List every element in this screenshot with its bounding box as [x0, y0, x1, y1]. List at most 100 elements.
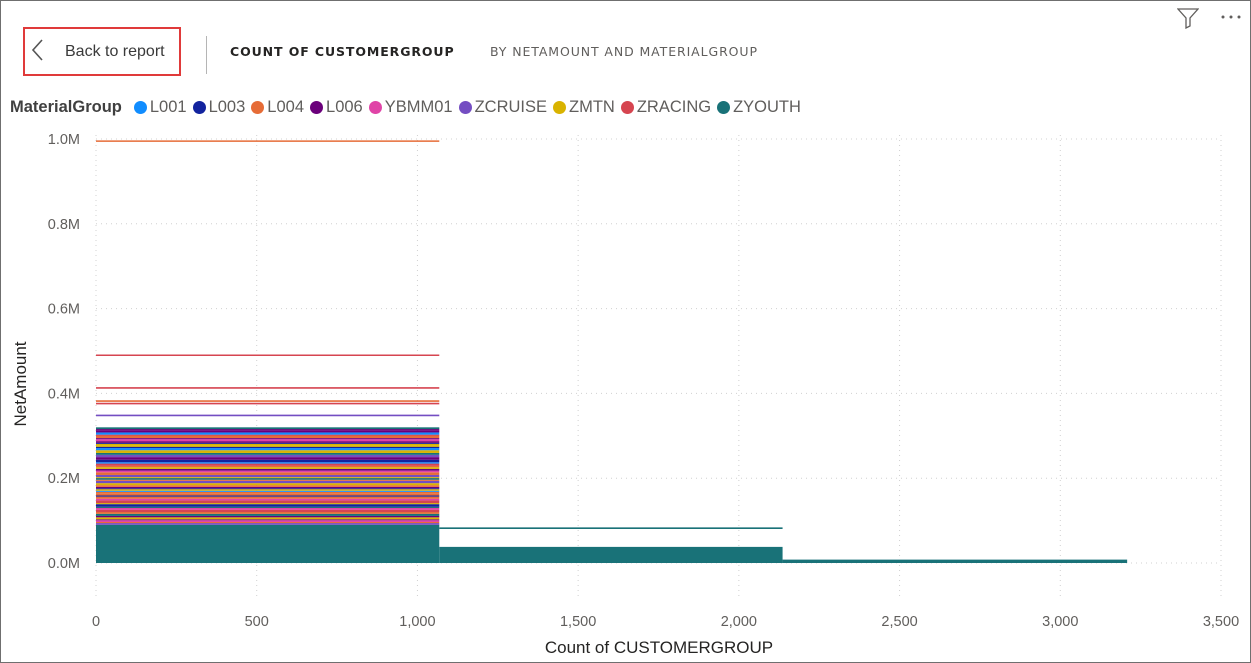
- legend-item-l004[interactable]: L004: [251, 98, 304, 117]
- legend-item-l003[interactable]: L003: [192, 97, 246, 117]
- segment-stripe: [96, 512, 440, 514]
- segment-stripe: [96, 503, 440, 505]
- back-to-report-button[interactable]: Back to report: [23, 27, 181, 76]
- segment-stripe: [96, 485, 440, 487]
- segment-stripe: [96, 427, 440, 430]
- segment-stripe: [96, 441, 440, 443]
- legend-item-zcruise[interactable]: ZCRUISE: [458, 97, 548, 117]
- segment-stripe: [96, 465, 440, 468]
- legend: MaterialGroup L001 L003 L004 L006 YBMM01 ZCRU…: [10, 96, 807, 118]
- segment-stripe: [96, 435, 440, 439]
- segment-stripe: [96, 500, 440, 504]
- segment-stripe: [96, 462, 440, 464]
- segment-stripe: [96, 468, 440, 471]
- x-tick-label: 1,500: [560, 614, 596, 630]
- segment-stripe: [96, 493, 440, 496]
- segment-stripe: [96, 427, 440, 429]
- legend-marker: [251, 100, 265, 114]
- segment-stripe: [96, 463, 440, 466]
- segment-stripe: [96, 513, 440, 516]
- segment-stripe: [96, 486, 440, 489]
- segment-stripe: [96, 446, 440, 449]
- segment-stripe: [96, 474, 440, 478]
- segment-base-band: [782, 559, 1128, 563]
- segment-stripe: [96, 450, 440, 452]
- segment-stripe: [96, 509, 440, 513]
- breadcrumb-axes: BY NETAMOUNT AND MATERIALGROUP: [490, 44, 758, 59]
- segment-stripe: [96, 517, 440, 520]
- segment-stripe: [96, 429, 440, 431]
- y-tick-label: 0.6M: [48, 302, 80, 318]
- segment-stripe: [96, 478, 440, 480]
- legend-marker: [192, 100, 206, 114]
- segment-stripe: [96, 488, 440, 490]
- segment-stripe: [96, 490, 440, 492]
- legend-marker: [458, 100, 472, 114]
- segment-stripe: [96, 491, 440, 494]
- back-label: Back to report: [65, 43, 165, 60]
- segment-stripe: [96, 451, 440, 453]
- segment-stripe: [96, 457, 440, 460]
- segment-stripe: [96, 448, 440, 451]
- legend-item-zyouth[interactable]: ZYOUTH: [717, 98, 801, 117]
- segment-stripe: [96, 438, 440, 440]
- legend-title: MaterialGroup: [10, 97, 122, 116]
- y-tick-label: 1.0M: [48, 132, 80, 148]
- legend-item-zracing[interactable]: ZRACING: [620, 97, 712, 117]
- legend-label: L004: [267, 97, 305, 116]
- segment-stripe: [96, 523, 440, 525]
- segment-stripe: [96, 442, 440, 444]
- x-tick-label: 3,500: [1203, 614, 1239, 630]
- y-axis-title: NetAmount: [11, 341, 30, 426]
- more-options-icon[interactable]: [1220, 14, 1242, 20]
- segment-stripe: [96, 498, 440, 501]
- legend-item-ybmm01[interactable]: YBMM01: [368, 98, 453, 117]
- header: Back to report COUNT OF CUSTOMERGROUP BY…: [0, 0, 1249, 90]
- x-tick-label: 500: [245, 614, 269, 630]
- segment-stripe: [96, 452, 440, 455]
- segment-stripe: [96, 521, 440, 524]
- legend-item-zmtn[interactable]: ZMTN: [553, 98, 615, 117]
- chevron-left-icon: [31, 39, 43, 61]
- segment-stripe: [96, 470, 440, 473]
- y-tick-label: 0.4M: [48, 386, 80, 402]
- legend-label: L003: [208, 97, 246, 116]
- y-tick-label: 0.2M: [48, 471, 80, 487]
- legend-label: ZRACING: [636, 97, 712, 116]
- segment-stripe: [96, 506, 440, 508]
- breadcrumb-measure: COUNT OF CUSTOMERGROUP: [230, 44, 455, 59]
- legend-label: ZCRUISE: [474, 97, 548, 116]
- segment-stripe: [96, 434, 440, 436]
- segment-base-band: [96, 524, 440, 563]
- x-tick-label: 1,000: [399, 614, 435, 630]
- segment-stripe: [96, 520, 440, 522]
- legend-marker: [553, 100, 567, 114]
- x-tick-label: 2,500: [881, 614, 917, 630]
- x-axis-title: Count of CUSTOMERGROUP: [545, 638, 773, 657]
- x-tick-label: 2,000: [721, 614, 757, 630]
- legend-marker: [368, 100, 382, 114]
- segment-stripe: [96, 480, 440, 484]
- segment-stripe: [96, 515, 440, 518]
- legend-marker: [620, 100, 634, 114]
- legend-label: ZYOUTH: [733, 97, 801, 116]
- segment-stripe: [96, 479, 440, 481]
- segment-stripe: [96, 443, 440, 446]
- y-tick-label: 0.0M: [48, 556, 80, 572]
- legend-marker: [717, 100, 731, 114]
- segment-stripe: [96, 477, 440, 479]
- segment-stripe: [96, 472, 440, 475]
- legend-label: L006: [326, 97, 363, 116]
- segment-stripe: [96, 430, 440, 433]
- filter-icon[interactable]: [1177, 7, 1199, 29]
- segment-stripe: [96, 467, 440, 469]
- segment-stripe: [96, 439, 440, 442]
- segment-stripe: [96, 454, 440, 458]
- segment-stripe: [96, 495, 440, 497]
- legend-label: ZMTN: [569, 97, 615, 116]
- segment-stripe: [96, 504, 440, 507]
- legend-marker: [133, 100, 147, 114]
- x-tick-label: 3,000: [1042, 614, 1078, 630]
- legend-item-l006[interactable]: L006: [310, 98, 363, 117]
- legend-item-l001[interactable]: L001: [133, 98, 187, 117]
